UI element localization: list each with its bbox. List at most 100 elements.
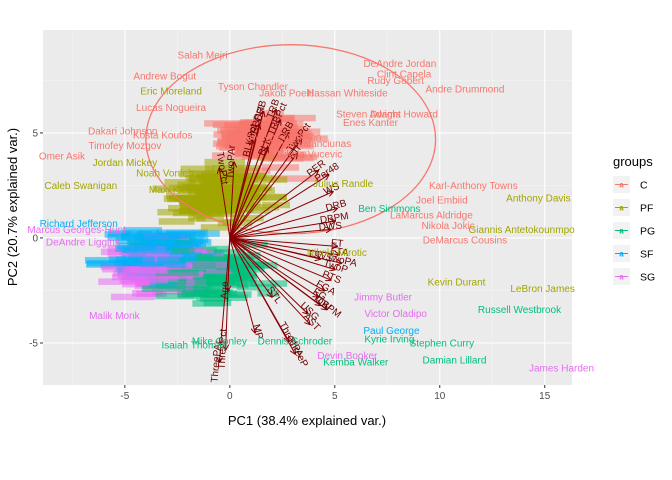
player-label-blur xyxy=(198,249,245,256)
player-label-blur xyxy=(183,267,236,275)
loading-label: TwoPAr xyxy=(225,144,238,179)
plot-panel xyxy=(43,30,572,385)
player-label: Tyson Chandler xyxy=(218,82,289,93)
loading-arrow xyxy=(229,237,272,297)
player-label: Paul George xyxy=(363,326,420,337)
player-label-blur xyxy=(194,191,219,198)
player-label-blur xyxy=(241,241,268,248)
player-label-blur xyxy=(249,193,287,201)
player-label: DeMarcus Cousins xyxy=(423,236,507,247)
player-label-blur xyxy=(204,120,253,127)
loading-arrow xyxy=(229,133,289,239)
player-label-blur xyxy=(231,214,264,222)
player-label-blur xyxy=(254,137,280,144)
player-label-blur xyxy=(110,293,155,301)
player-label-blur xyxy=(274,127,303,134)
loading-arrow xyxy=(229,139,301,239)
loading-arrow xyxy=(229,141,253,239)
loading-label: OWS xyxy=(308,248,334,264)
player-label: Isaiah Thomas xyxy=(161,341,226,352)
x-tick-label: 0 xyxy=(227,391,233,402)
player-label-blur xyxy=(179,170,217,178)
loading-arrow xyxy=(229,237,295,354)
loading-arrow xyxy=(229,237,335,270)
loading-arrow xyxy=(229,237,318,297)
player-label: Jordan Mickey xyxy=(93,158,157,169)
player-label-blur xyxy=(189,239,212,246)
grid-minor xyxy=(43,30,572,385)
loading-arrow xyxy=(229,237,320,259)
unlabeled-player-cloud xyxy=(84,110,328,307)
player-label-blur xyxy=(188,214,206,222)
player-label-blur xyxy=(225,142,252,149)
player-label: DeAndre Jordan xyxy=(363,59,436,70)
legend: groups a Ca PF a PG a SF a SG xyxy=(613,154,655,285)
player-label: Dwight Howard xyxy=(370,110,438,121)
legend-label-PG: PG xyxy=(640,226,655,238)
player-label: DeAndre Liggins xyxy=(46,238,120,249)
y-axis-ticks: -5 0 5 xyxy=(29,128,43,349)
legend-key-glyph: a xyxy=(619,227,624,236)
player-label-blur xyxy=(209,189,254,197)
loading-arrow xyxy=(229,237,308,314)
player-label: James Harden xyxy=(529,364,594,375)
player-label-blur xyxy=(201,179,253,187)
player-label-blur xyxy=(168,204,197,212)
player-label-blur xyxy=(195,253,213,261)
player-label: Andrew Bogut xyxy=(133,72,196,83)
legend-label-C: C xyxy=(640,180,648,192)
player-label-blur xyxy=(221,204,238,211)
player-label-blur xyxy=(194,278,235,285)
legend-key-glyph: a xyxy=(619,273,624,282)
loading-arrow xyxy=(229,237,337,246)
player-label-blur xyxy=(202,273,248,281)
player-label-blur xyxy=(171,247,195,254)
player-label-blur xyxy=(147,239,177,246)
player-label-blur xyxy=(180,201,225,208)
loading-arrow xyxy=(228,237,230,291)
x-axis-ticks: -5 0 5 10 15 xyxy=(120,385,551,402)
legend-label-SF: SF xyxy=(640,249,653,261)
x-tick-label: 10 xyxy=(434,391,446,402)
loading-arrow xyxy=(229,192,333,239)
player-label-blur xyxy=(140,232,181,240)
loading-arrow xyxy=(229,221,335,239)
loading-arrow xyxy=(229,110,276,239)
x-tick-label: 5 xyxy=(332,391,338,402)
loading-arrow xyxy=(229,237,310,324)
loading-arrow xyxy=(229,209,337,239)
player-label-blur xyxy=(155,269,199,277)
player-label-blur xyxy=(111,273,136,281)
player-label: Timofey Mozgov xyxy=(88,141,161,152)
legend-label-SG: SG xyxy=(640,272,655,284)
player-label-blur xyxy=(192,262,216,269)
loading-label: MP xyxy=(250,323,265,341)
player-label-blur xyxy=(157,256,198,263)
legend-key-glyph: a xyxy=(619,204,624,213)
player-label-blur xyxy=(102,265,139,273)
group-ellipse xyxy=(145,44,437,235)
player-label-blur xyxy=(122,267,168,274)
player-label: Maxi Kleber xyxy=(149,185,202,196)
player-label: Nikola Mirotic xyxy=(307,248,367,259)
player-label: Kosta Koufos xyxy=(133,131,192,142)
player-label-blur xyxy=(117,272,169,279)
player-label: Anthony Davis xyxy=(506,194,570,205)
player-label-blur xyxy=(168,232,195,239)
player-label: Eric Moreland xyxy=(140,86,202,97)
player-label-blur xyxy=(267,147,283,154)
player-label: Dennis Schroder xyxy=(258,336,333,347)
player-label-blur xyxy=(155,292,198,300)
player-label: Karl-Anthony Towns xyxy=(429,181,518,192)
player-label: LeBron James xyxy=(510,284,574,295)
loading-label: DBPM xyxy=(319,211,349,226)
player-label: Stephen Curry xyxy=(410,338,474,349)
x-tick-label: -5 xyxy=(120,391,129,402)
player-label-blur xyxy=(216,183,267,190)
player-label-blur xyxy=(196,215,224,222)
player-label: Omer Asik xyxy=(39,152,86,163)
player-label: Nikola Vucevic xyxy=(277,149,342,160)
player-label-blur xyxy=(250,204,280,211)
loading-label: FTA xyxy=(330,245,350,259)
